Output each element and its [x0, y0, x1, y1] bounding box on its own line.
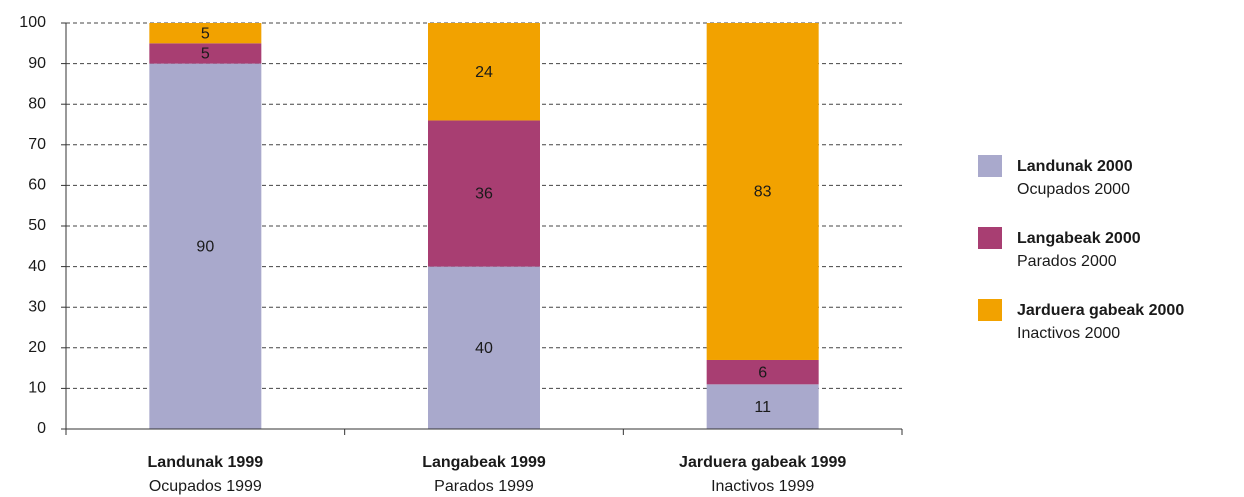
x-tick-sublabel: Ocupados 1999: [149, 478, 262, 495]
legend-sublabel: Ocupados 2000: [1017, 181, 1130, 198]
value-label: 11: [754, 399, 771, 416]
legend-label: Landunak 2000: [1017, 158, 1133, 175]
y-tick-label: 0: [37, 420, 46, 437]
y-tick-label: 20: [28, 339, 46, 356]
value-label: 6: [758, 364, 767, 381]
x-tick-label: Landunak 1999: [148, 454, 264, 471]
value-label: 90: [196, 239, 214, 256]
value-label: 24: [475, 64, 493, 81]
bar-segment: [428, 23, 540, 121]
x-tick-sublabel: Parados 1999: [434, 478, 534, 495]
bar-segment: [149, 63, 262, 429]
value-label: 36: [475, 186, 493, 203]
bar-segment: [428, 120, 540, 267]
legend-swatch: [978, 155, 1002, 177]
bar-segment: [706, 23, 819, 360]
y-tick-label: 70: [28, 136, 46, 153]
x-tick-label: Jarduera gabeak 1999: [679, 454, 846, 471]
x-tick-label: Langabeak 1999: [422, 454, 546, 471]
y-tick-label: 80: [28, 95, 46, 112]
legend-sublabel: Parados 2000: [1017, 253, 1117, 270]
y-tick-label: 50: [28, 217, 46, 234]
y-tick-label: 10: [28, 380, 46, 397]
bar-segment: [149, 43, 262, 64]
legend-label: Langabeak 2000: [1017, 230, 1141, 247]
y-tick-label: 90: [28, 55, 46, 72]
bar-segment: [706, 384, 819, 429]
x-tick-sublabel: Inactivos 1999: [711, 478, 814, 495]
y-tick-label: 30: [28, 298, 46, 315]
value-label: 5: [201, 25, 210, 42]
bar-segment: [149, 23, 262, 44]
legend-label: Jarduera gabeak 2000: [1017, 302, 1184, 319]
bar-segment: [428, 266, 540, 429]
y-tick-label: 60: [28, 177, 46, 194]
legend-swatch: [978, 227, 1002, 249]
legend-sublabel: Inactivos 2000: [1017, 325, 1120, 342]
value-label: 83: [754, 184, 772, 201]
value-label: 40: [475, 340, 493, 357]
y-tick-label: 100: [19, 14, 46, 31]
value-label: 5: [201, 46, 210, 63]
legend-swatch: [978, 299, 1002, 321]
y-tick-label: 40: [28, 258, 46, 275]
bar-segment: [706, 359, 819, 385]
